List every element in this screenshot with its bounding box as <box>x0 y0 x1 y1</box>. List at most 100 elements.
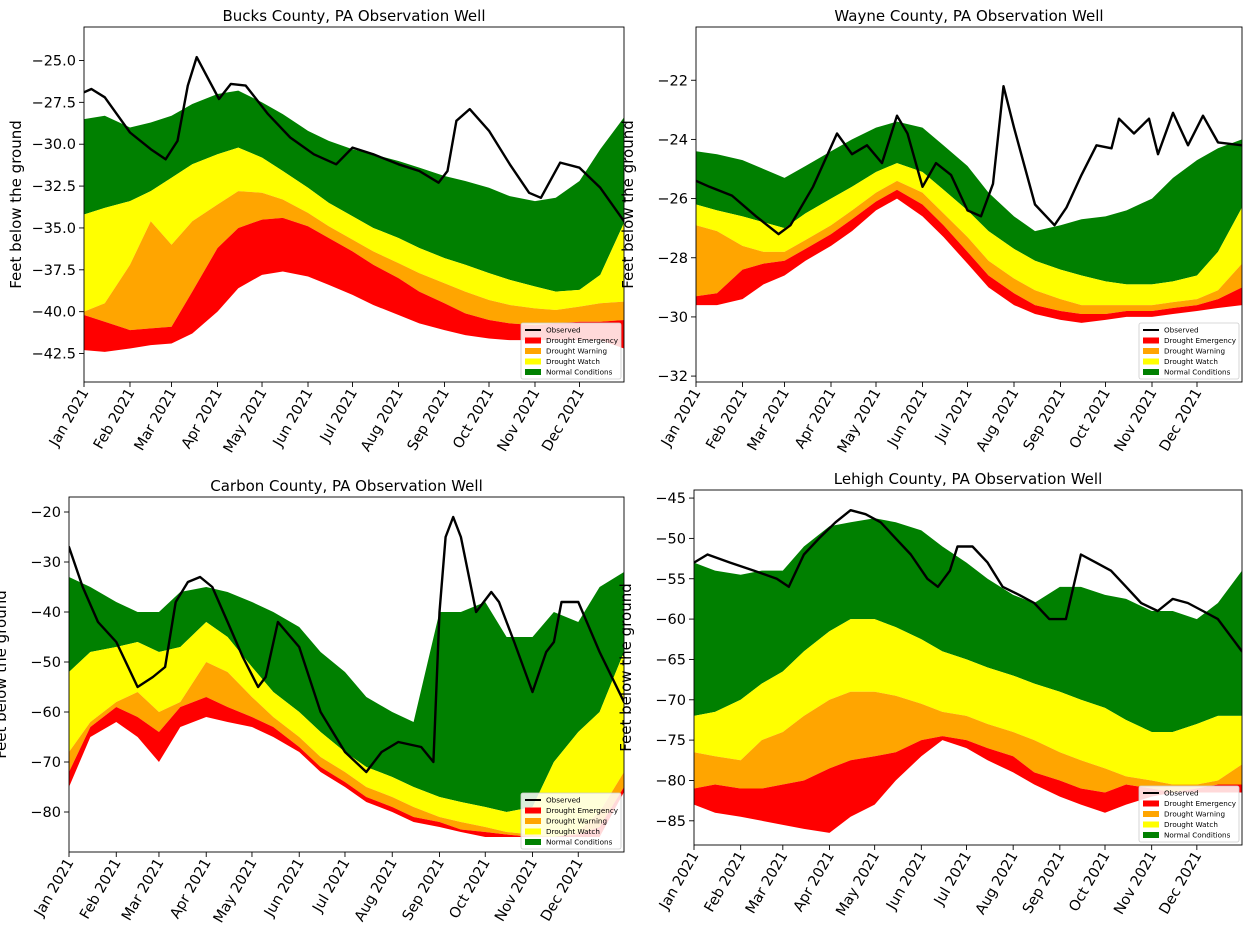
legend-swatch <box>525 807 541 814</box>
chart-panel-4: Lehigh County, PA Observation Well −45 −50… <box>617 470 1243 919</box>
x-tick-label: Mar 2021 <box>743 849 791 917</box>
x-tick-label: Nov 2021 <box>495 386 544 454</box>
legend-swatch <box>525 839 541 845</box>
y-axis-label: Feet below the ground <box>7 120 25 289</box>
x-tick-label: Jul 2021 <box>317 386 361 446</box>
x-tick-label: Jan 2021 <box>46 386 92 450</box>
legend-label: Drought Emergency <box>546 336 619 345</box>
drought-watch-band <box>696 163 1242 306</box>
y-tick-label: −65 <box>655 652 686 668</box>
x-tick-label: Nov 2021 <box>492 856 541 924</box>
x-tick-label: Sep 2021 <box>405 386 453 454</box>
legend-label: Observed <box>1164 326 1199 335</box>
legend-label: Drought Emergency <box>1164 799 1237 808</box>
x-tick-label: Oct 2021 <box>447 856 494 922</box>
legend-swatch <box>1143 348 1159 354</box>
x-tick-label: Mar 2021 <box>745 386 793 454</box>
legend-swatch <box>525 369 541 375</box>
legend-label: Drought Emergency <box>546 806 619 815</box>
y-axis-label: Feet below the ground <box>619 120 637 289</box>
legend-swatch <box>525 348 541 354</box>
plot-area <box>69 515 624 837</box>
y-tick-label: −85 <box>655 814 686 830</box>
legend-swatch <box>1143 369 1159 375</box>
y-tick-label: −42.5 <box>32 347 76 363</box>
x-tick-label: Apr 2021 <box>179 386 226 452</box>
y-tick-label: −70 <box>655 693 686 709</box>
x-tick-label: Jan 2021 <box>656 849 702 913</box>
drought-warning-band <box>84 191 624 331</box>
x-tick-label: Sep 2021 <box>1020 849 1068 917</box>
chart-title: Bucks County, PA Observation Well <box>222 7 485 25</box>
x-tick-label: Nov 2021 <box>1112 386 1161 454</box>
x-tick-label: Jan 2021 <box>658 386 704 450</box>
normal-conditions-band <box>69 572 624 812</box>
normal-conditions-band <box>696 121 1242 285</box>
drought-emergency-band <box>69 697 624 837</box>
plot-frame <box>83 26 625 383</box>
legend-label: Normal Conditions <box>1164 368 1231 377</box>
normal-conditions-band <box>694 518 1242 733</box>
y-tick-label: −35.0 <box>32 221 76 237</box>
x-tick-label: Dec 2021 <box>1157 386 1206 454</box>
y-tick-label: −60 <box>655 612 686 628</box>
x-tick-label: May 2021 <box>211 856 261 926</box>
y-axis-label: Feet below the ground <box>0 590 10 759</box>
drought-emergency-band <box>696 189 1242 323</box>
y-tick-label: −40 <box>30 605 61 621</box>
y-tick-label: −55 <box>655 572 686 588</box>
x-tick-label: Mar 2021 <box>119 856 167 924</box>
plot-area <box>84 55 624 352</box>
y-tick-label: −75 <box>655 733 686 749</box>
y-tick-label: −30 <box>30 555 61 571</box>
x-tick-label: Dec 2021 <box>538 856 587 924</box>
legend-label: Drought Warning <box>546 347 607 356</box>
y-tick-label: −50 <box>30 655 61 671</box>
y-tick-label: −32.5 <box>32 179 76 195</box>
legend-label: Drought Emergency <box>1164 336 1237 345</box>
drought-emergency-band <box>84 217 624 352</box>
legend-box <box>520 792 622 850</box>
legend-swatch <box>1143 821 1159 828</box>
observed-line <box>69 515 624 774</box>
x-tick-label: Jul 2021 <box>310 856 354 916</box>
y-tick-label: −28 <box>657 251 688 267</box>
plot-frame <box>68 496 625 853</box>
legend-label: Normal Conditions <box>546 368 613 377</box>
legend-swatch <box>1143 358 1159 365</box>
chart-panel-2: Wayne County, PA Observation Well −22 −24 −… <box>619 7 1243 456</box>
drought-emergency-band <box>694 736 1242 833</box>
x-tick-label: Oct 2021 <box>1067 386 1114 452</box>
x-tick-label: Aug 2021 <box>358 386 407 454</box>
legend-label: Observed <box>546 326 581 335</box>
x-tick-label: Feb 2021 <box>77 856 124 922</box>
legend-label: Observed <box>546 796 581 805</box>
drought-watch-band <box>694 619 1242 785</box>
legend-label: Drought Watch <box>1164 820 1218 829</box>
y-tick-label: −40.0 <box>32 305 76 321</box>
x-tick-label: Jun 2021 <box>883 849 929 913</box>
x-tick-label: Aug 2021 <box>973 849 1022 917</box>
y-tick-label: −30.0 <box>32 137 76 153</box>
x-tick-label: Feb 2021 <box>704 386 751 452</box>
legend-label: Drought Warning <box>1164 347 1225 356</box>
legend-label: Normal Conditions <box>546 838 613 847</box>
y-tick-label: −80 <box>30 805 61 821</box>
legend-label: Drought Watch <box>546 357 600 366</box>
y-tick-label: −20 <box>30 505 61 521</box>
y-tick-label: −22 <box>657 73 688 89</box>
x-tick-label: Nov 2021 <box>1111 849 1160 917</box>
x-tick-label: Oct 2021 <box>450 386 497 452</box>
legend-label: Drought Warning <box>1164 810 1225 819</box>
legend-box <box>1138 322 1240 380</box>
x-tick-label: Dec 2021 <box>1157 849 1206 917</box>
legend-label: Drought Watch <box>546 827 600 836</box>
plot-frame <box>693 489 1243 846</box>
legend-box <box>1138 785 1240 843</box>
x-tick-label: Jul 2021 <box>931 849 975 909</box>
chart-title: Carbon County, PA Observation Well <box>210 477 483 495</box>
x-tick-label: Sep 2021 <box>1021 386 1069 454</box>
